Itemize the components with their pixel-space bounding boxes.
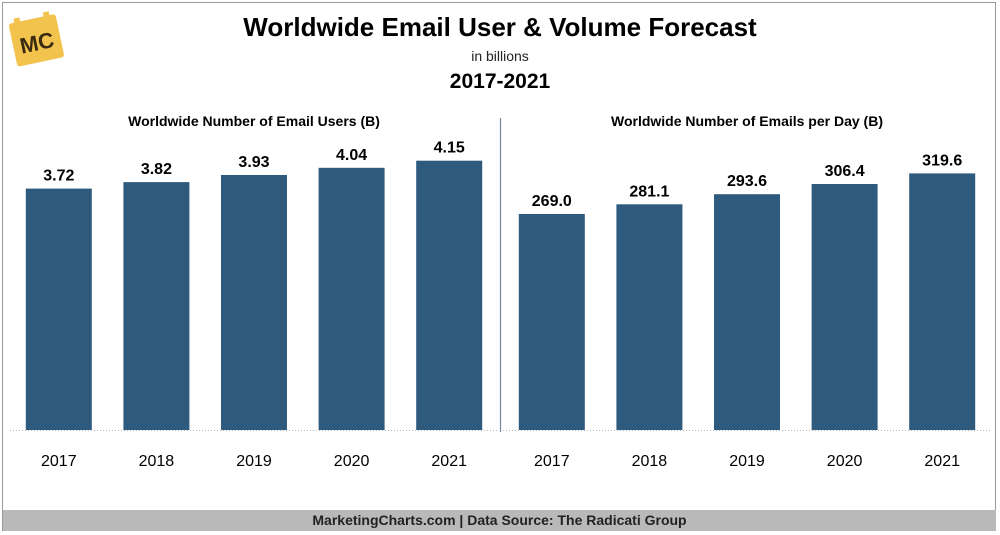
x-tick-label: 2020 <box>334 453 370 470</box>
source-footer: MarketingCharts.com | Data Source: The R… <box>3 510 996 531</box>
data-label: 3.82 <box>141 161 172 178</box>
x-tick-label: 2018 <box>632 453 668 470</box>
chart-title: Worldwide Email User & Volume Forecast <box>243 12 757 42</box>
chart-subtitle: in billions <box>471 48 529 64</box>
x-tick-label: 2018 <box>139 453 175 470</box>
logo-badge <box>8 14 64 67</box>
data-label: 3.93 <box>238 154 269 171</box>
data-label: 319.6 <box>922 152 962 169</box>
bar <box>714 194 780 430</box>
x-tick-label: 2020 <box>827 453 863 470</box>
panel-emails-per-day: Worldwide Number of Emails per Day (B) 2… <box>503 113 991 470</box>
panel-title: Worldwide Number of Email Users (B) <box>128 113 380 129</box>
x-tick-label: 2017 <box>41 453 77 470</box>
x-tick-label: 2019 <box>729 453 765 470</box>
bar <box>221 175 287 430</box>
x-tick-label: 2021 <box>924 453 960 470</box>
bar <box>123 182 190 430</box>
data-label: 4.15 <box>434 140 465 157</box>
data-label: 269.0 <box>532 193 572 210</box>
x-tick-label: 2017 <box>534 453 570 470</box>
data-label: 4.04 <box>336 147 367 164</box>
panel-email-users: Worldwide Number of Email Users (B) 3.72… <box>10 113 498 470</box>
logo-tab-left <box>13 17 21 27</box>
bar <box>811 184 878 430</box>
data-label: 306.4 <box>825 163 865 180</box>
data-label: 3.72 <box>43 168 74 185</box>
bar <box>909 173 976 430</box>
chart-period: 2017-2021 <box>449 70 551 93</box>
data-label: 293.6 <box>727 173 767 190</box>
bar <box>318 167 385 431</box>
bar <box>518 214 585 430</box>
x-tick-label: 2021 <box>431 453 467 470</box>
bar <box>416 160 483 430</box>
x-tick-label: 2019 <box>236 453 272 470</box>
marketingcharts-logo: MC <box>8 11 64 67</box>
chart-area: Worldwide Number of Email Users (B) 3.72… <box>10 113 991 470</box>
panel-title: Worldwide Number of Emails per Day (B) <box>611 113 883 129</box>
bar <box>616 204 683 430</box>
data-label: 281.1 <box>629 183 669 200</box>
bar <box>25 188 92 430</box>
logo-tab-right <box>42 11 51 21</box>
